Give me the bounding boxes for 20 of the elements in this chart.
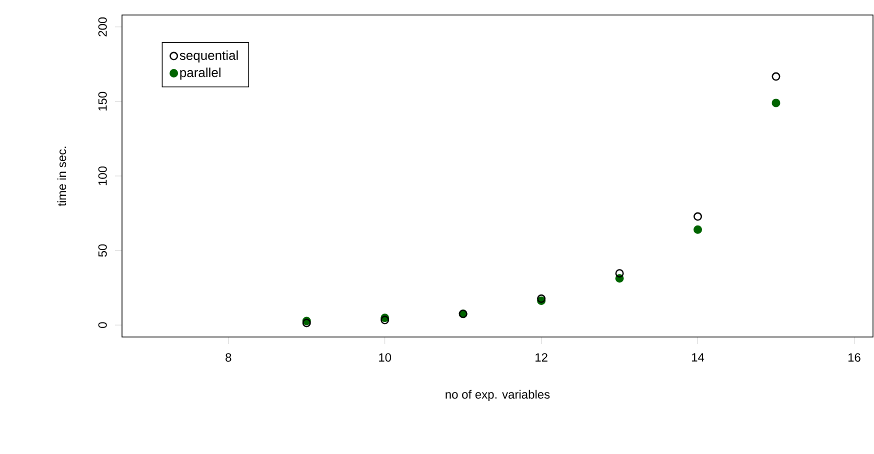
y-tick-label: 200 <box>98 17 107 36</box>
x-tick-label: 8 <box>226 353 232 362</box>
point <box>772 98 780 108</box>
x-tick-label: 16 <box>848 353 860 362</box>
point <box>694 212 702 221</box>
y-tick-label: 50 <box>98 244 107 257</box>
y-axis-title: time in sec. <box>57 146 66 206</box>
x-axis-title: no of exp. variables <box>446 390 550 402</box>
point <box>694 225 702 234</box>
point <box>615 269 624 278</box>
y-tick-label: 150 <box>98 92 107 111</box>
x-tick-label: 14 <box>692 353 704 362</box>
legend-label: sequential <box>180 50 238 63</box>
y-tick-label: 0 <box>98 322 107 328</box>
point <box>772 72 780 81</box>
point <box>537 294 546 303</box>
x-tick-label: 10 <box>379 353 392 362</box>
legend-label: parallel <box>180 68 220 80</box>
y-tick-label: 100 <box>98 166 107 186</box>
x-tick-label: 12 <box>536 353 548 362</box>
